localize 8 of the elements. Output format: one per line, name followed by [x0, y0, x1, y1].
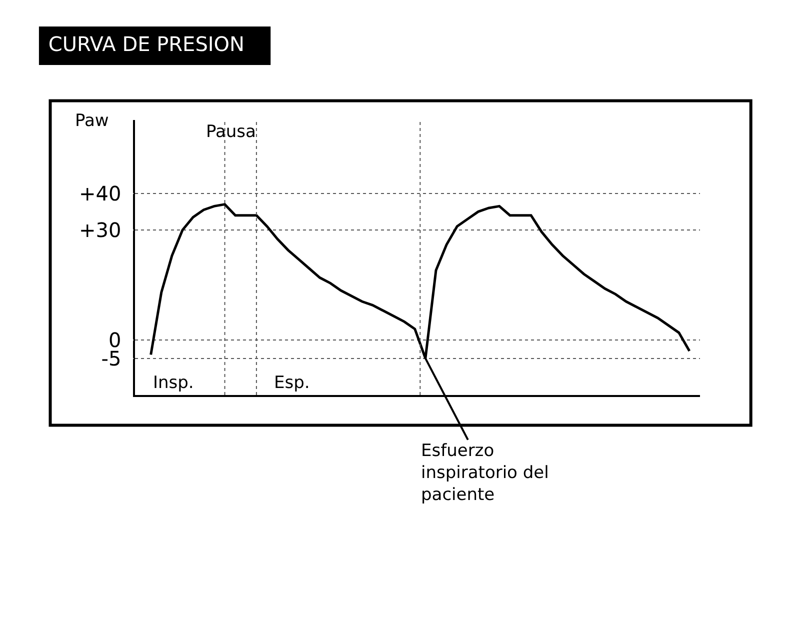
- chart-title: CURVA DE PRESION: [48, 32, 244, 56]
- y-tick-label: +30: [79, 218, 122, 242]
- y-axis-title: Paw: [75, 111, 109, 131]
- text: Esfuerzo inspiratorio del paciente: [421, 441, 549, 506]
- annotation: Esp.: [274, 373, 310, 393]
- annotation: Pausa: [206, 122, 256, 142]
- annotation: Insp.: [153, 373, 194, 393]
- y-tick-label: +40: [79, 181, 122, 206]
